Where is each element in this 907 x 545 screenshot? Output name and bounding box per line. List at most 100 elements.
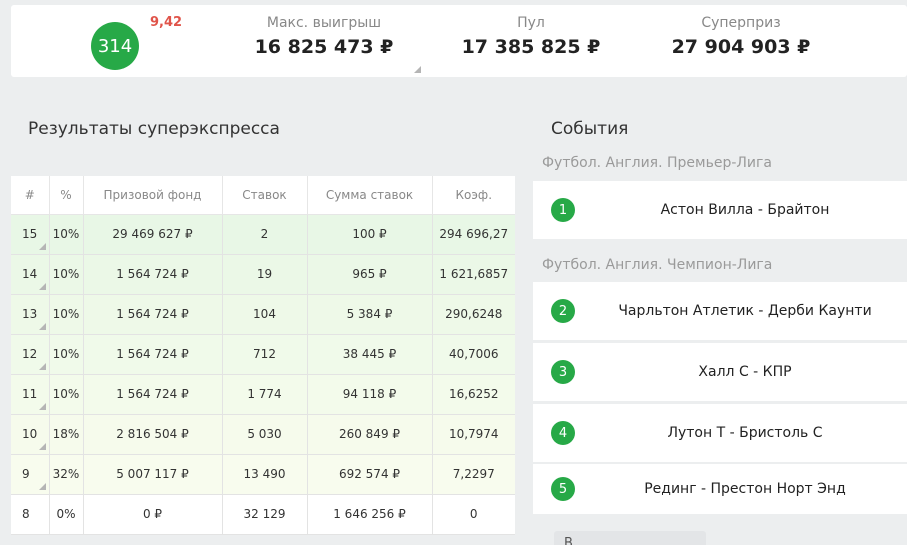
col-header: Коэф. [432, 176, 515, 215]
results-table: # % Призовой фонд Ставок Сумма ставок Ко… [11, 176, 515, 535]
row-coef: 0 [432, 494, 515, 535]
league-label: Футбол. Англия. Чемпион-Лига [542, 257, 773, 273]
expand-corner-icon[interactable] [38, 442, 46, 450]
col-header: # [11, 176, 50, 215]
row-bets: 13 490 [222, 454, 308, 495]
row-number-text: 11 [22, 387, 38, 401]
row-bets: 2 [222, 214, 308, 255]
expand-corner-icon[interactable] [38, 402, 46, 410]
event-card[interactable]: 5 Рединг - Престон Норт Энд [533, 464, 907, 514]
badge-delta: 9,42 [150, 15, 183, 30]
row-prize-fund: 2 816 504 ₽ [83, 414, 223, 455]
table-row: 13 10% 1 564 724 ₽104 5 384 ₽290,6248 [11, 294, 515, 335]
row-number: 9 [11, 454, 50, 495]
row-prize-fund: 29 469 627 ₽ [83, 214, 223, 255]
row-bets-sum: 260 849 ₽ [307, 414, 433, 455]
row-coef: 290,6248 [432, 294, 515, 335]
event-name: Халл С - КПР [698, 364, 792, 380]
pool-stat: Пул 17 385 825 ₽ [461, 15, 601, 58]
row-coef: 1 621,6857 [432, 254, 515, 295]
row-coef: 7,2297 [432, 454, 515, 495]
row-number: 14 [11, 254, 50, 295]
row-coef: 10,7974 [432, 414, 515, 455]
pool-value: 17 385 825 ₽ [461, 36, 601, 58]
event-name: Рединг - Престон Норт Энд [644, 481, 846, 497]
league-label: Футбол. Англия. Премьер-Лига [542, 155, 772, 171]
table-row: 12 10% 1 564 724 ₽712 38 445 ₽40,7006 [11, 334, 515, 375]
expand-corner-icon[interactable] [38, 362, 46, 370]
results-title: Результаты суперэкспресса [28, 119, 280, 139]
row-prize-fund: 1 564 724 ₽ [83, 374, 223, 415]
row-percent: 32% [49, 454, 84, 495]
event-card[interactable]: 1 Астон Вилла - Брайтон [533, 181, 907, 239]
col-header: Призовой фонд [83, 176, 223, 215]
row-number-text: 10 [22, 427, 38, 441]
superprize-label: Суперприз [701, 15, 781, 31]
row-number-text: 12 [22, 347, 38, 361]
row-coef: 16,6252 [432, 374, 515, 415]
row-coef: 294 696,27 [432, 214, 515, 255]
row-bets: 19 [222, 254, 308, 295]
row-bets: 5 030 [222, 414, 308, 455]
row-prize-fund: 5 007 117 ₽ [83, 454, 223, 495]
events-title: События [551, 119, 629, 139]
row-number: 11 [11, 374, 50, 415]
event-card[interactable]: 3 Халл С - КПР [533, 343, 907, 401]
superprize-stat: Суперприз 27 904 903 ₽ [671, 15, 811, 58]
row-prize-fund: 0 ₽ [83, 494, 223, 535]
row-percent: 10% [49, 254, 84, 295]
event-name: Астон Вилла - Брайтон [660, 202, 830, 218]
event-name: Лутон Т - Бристоль С [667, 425, 823, 441]
table-row: 11 10% 1 564 724 ₽1 774 94 118 ₽16,6252 [11, 374, 515, 415]
event-number-badge: 2 [551, 299, 575, 323]
row-percent: 0% [49, 494, 84, 535]
max-win-label: Макс. выигрыш [266, 15, 382, 31]
expand-corner-icon[interactable] [38, 282, 46, 290]
event-number-badge: 1 [551, 198, 575, 222]
row-number-text: 13 [22, 307, 38, 321]
row-number-text: 8 [22, 507, 30, 521]
row-bets-sum: 5 384 ₽ [307, 294, 433, 335]
row-bets-sum: 94 118 ₽ [307, 374, 433, 415]
expand-corner-icon[interactable] [38, 242, 46, 250]
events-count-badge: 314 [91, 22, 139, 70]
col-header: Сумма ставок [307, 176, 433, 215]
row-number-text: 15 [22, 227, 38, 241]
table-row: 15 10% 29 469 627 ₽2 100 ₽294 696,27 [11, 214, 515, 255]
expand-corner-icon[interactable] [38, 322, 46, 330]
event-card[interactable]: 4 Лутон Т - Бристоль С [533, 404, 907, 462]
row-percent: 18% [49, 414, 84, 455]
col-header: % [49, 176, 84, 215]
table-row: 8 0% 0 ₽32 129 1 646 256 ₽0 [11, 494, 515, 535]
row-number: 13 [11, 294, 50, 335]
row-percent: 10% [49, 374, 84, 415]
event-number-badge: 3 [551, 360, 575, 384]
event-number-badge: 5 [551, 477, 575, 501]
event-number-badge: 4 [551, 421, 575, 445]
expand-corner-icon[interactable] [414, 66, 421, 73]
stats-bar: 314 9,42 Макс. выигрыш 16 825 473 ₽ Пул … [11, 5, 907, 77]
row-prize-fund: 1 564 724 ₽ [83, 294, 223, 335]
more-button[interactable]: В [554, 531, 706, 545]
row-number: 8 [11, 494, 50, 535]
row-number: 12 [11, 334, 50, 375]
row-number-text: 9 [22, 467, 30, 481]
row-prize-fund: 1 564 724 ₽ [83, 334, 223, 375]
row-bets-sum: 100 ₽ [307, 214, 433, 255]
superprize-value: 27 904 903 ₽ [671, 36, 811, 58]
row-number-text: 14 [22, 267, 38, 281]
row-bets-sum: 965 ₽ [307, 254, 433, 295]
pool-label: Пул [517, 15, 545, 31]
row-bets-sum: 38 445 ₽ [307, 334, 433, 375]
row-coef: 40,7006 [432, 334, 515, 375]
row-percent: 10% [49, 214, 84, 255]
event-name: Чарльтон Атлетик - Дерби Каунти [618, 303, 872, 319]
event-card[interactable]: 2 Чарльтон Атлетик - Дерби Каунти [533, 282, 907, 340]
expand-corner-icon[interactable] [38, 482, 46, 490]
row-bets-sum: 692 574 ₽ [307, 454, 433, 495]
row-bets-sum: 1 646 256 ₽ [307, 494, 433, 535]
row-bets: 32 129 [222, 494, 308, 535]
max-win-value: 16 825 473 ₽ [254, 36, 394, 58]
table-header-row: # % Призовой фонд Ставок Сумма ставок Ко… [11, 176, 515, 215]
max-win-stat: Макс. выигрыш 16 825 473 ₽ [254, 15, 394, 58]
